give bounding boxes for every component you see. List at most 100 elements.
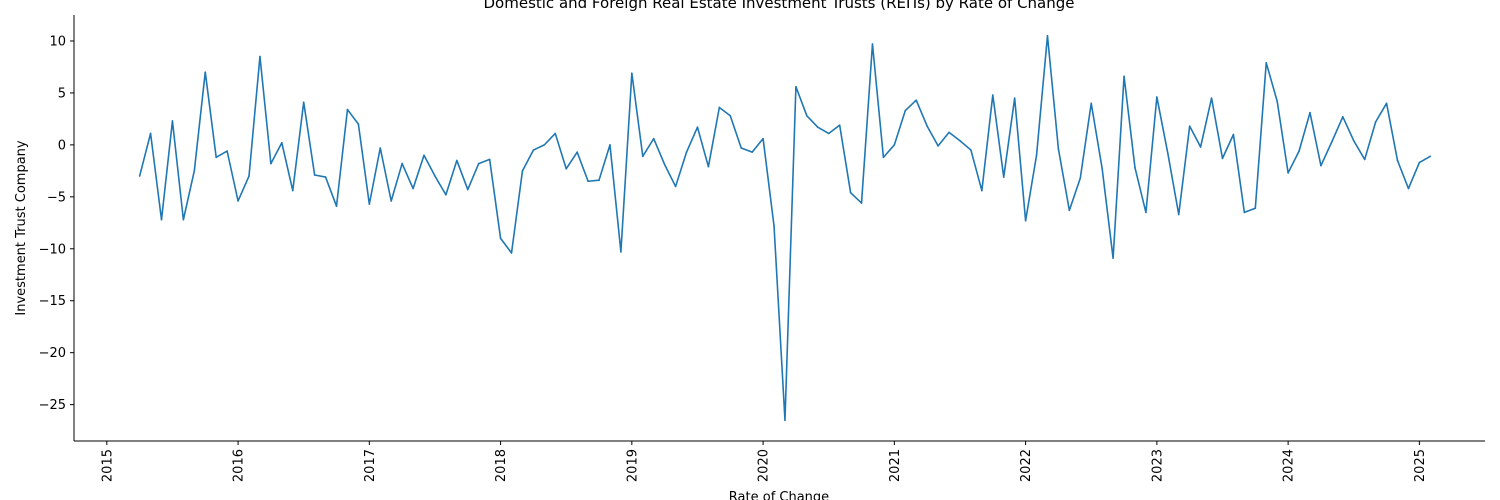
data-point <box>281 142 283 144</box>
x-tick-label: 2019 <box>625 449 640 482</box>
data-point <box>1167 152 1169 154</box>
data-point <box>204 71 207 73</box>
x-tick-label: 2016 <box>232 449 247 482</box>
data-point <box>368 203 371 205</box>
data-point <box>1046 34 1049 37</box>
data-point <box>1331 140 1333 143</box>
data-point <box>259 55 261 58</box>
data-point <box>379 147 382 149</box>
data-point <box>401 162 403 165</box>
data-point <box>1429 155 1432 158</box>
data-point <box>838 124 841 126</box>
data-point <box>1320 164 1322 167</box>
data-point <box>904 109 907 112</box>
data-point <box>1298 150 1300 152</box>
data-point <box>445 193 447 196</box>
data-point <box>576 151 578 153</box>
x-tick-label: 2020 <box>757 449 772 482</box>
data-point <box>981 189 983 192</box>
data-point <box>631 72 633 74</box>
data-point <box>390 200 393 202</box>
data-point <box>1079 177 1082 179</box>
data-point <box>806 114 808 117</box>
data-point <box>729 114 732 117</box>
data-point <box>1210 97 1213 99</box>
x-tick-label: 2018 <box>494 449 509 482</box>
data-point <box>991 94 994 96</box>
x-axis-ticks: 2015 2016 2017 2018 2019 2020 2021 2022 2023 2024… <box>100 441 1428 482</box>
data-point <box>456 159 458 162</box>
data-point <box>423 154 425 157</box>
data-point <box>1188 125 1191 127</box>
data-point <box>1342 116 1344 118</box>
data-point <box>816 126 819 129</box>
data-point <box>1254 207 1257 210</box>
data-point <box>226 150 228 152</box>
data-point <box>762 137 764 140</box>
data-point <box>1068 209 1071 212</box>
data-point <box>270 162 272 165</box>
plot-area <box>138 34 1432 422</box>
data-point <box>1363 158 1366 161</box>
data-point <box>237 200 239 202</box>
y-axis-title: Investment Trust Company <box>14 140 29 316</box>
data-point <box>466 188 469 191</box>
data-point <box>587 180 589 183</box>
chart-title: Domestic and Foreign Real Estate Investm… <box>484 0 1075 12</box>
data-point <box>1243 211 1246 214</box>
data-point <box>598 179 600 181</box>
data-point <box>641 155 644 158</box>
data-point <box>1407 187 1410 190</box>
y-axis-ticks: 10 5 0 −5 −10 −15 −20 −25 <box>39 34 74 413</box>
data-point <box>718 106 721 109</box>
data-point <box>1101 167 1103 170</box>
data-point <box>849 191 852 194</box>
data-point <box>893 144 896 146</box>
data-point <box>138 175 141 177</box>
data-point <box>827 132 830 135</box>
data-point <box>959 139 961 142</box>
data-point <box>871 43 874 45</box>
data-point <box>926 125 928 127</box>
data-point <box>707 165 710 168</box>
data-point <box>740 147 743 149</box>
data-point <box>193 170 196 172</box>
data-point <box>543 144 546 146</box>
data-point <box>1156 96 1158 98</box>
data-point <box>937 145 939 147</box>
data-point <box>620 251 622 253</box>
data-point <box>149 132 152 135</box>
data-point <box>160 218 163 221</box>
x-tick-label: 2024 <box>1282 449 1297 482</box>
data-point <box>795 85 797 88</box>
x-tick-label: 2022 <box>1019 449 1034 482</box>
data-point <box>1374 121 1377 123</box>
data-point <box>1090 102 1093 105</box>
data-point <box>915 99 918 101</box>
data-point <box>521 170 524 172</box>
y-tick-label: −15 <box>39 294 66 309</box>
data-point <box>860 202 863 204</box>
data-point <box>1309 111 1311 114</box>
data-point <box>335 205 338 207</box>
data-point <box>1221 157 1224 160</box>
data-point <box>1035 154 1038 157</box>
x-tick-label: 2025 <box>1413 449 1428 482</box>
data-point <box>171 120 174 122</box>
data-point <box>499 237 502 240</box>
data-point <box>357 123 360 125</box>
y-tick-label: 0 <box>58 138 66 153</box>
data-point <box>663 163 666 166</box>
data-point <box>182 218 185 221</box>
y-tick-label: −20 <box>39 346 66 361</box>
data-point <box>477 162 480 165</box>
data-point <box>1145 211 1147 214</box>
data-point <box>696 126 699 129</box>
data-point <box>313 174 316 176</box>
data-point <box>412 187 414 190</box>
data-point <box>751 151 753 153</box>
data-point <box>532 149 535 151</box>
data-point <box>674 185 677 188</box>
x-axis-title: Rate of Change <box>729 490 829 500</box>
